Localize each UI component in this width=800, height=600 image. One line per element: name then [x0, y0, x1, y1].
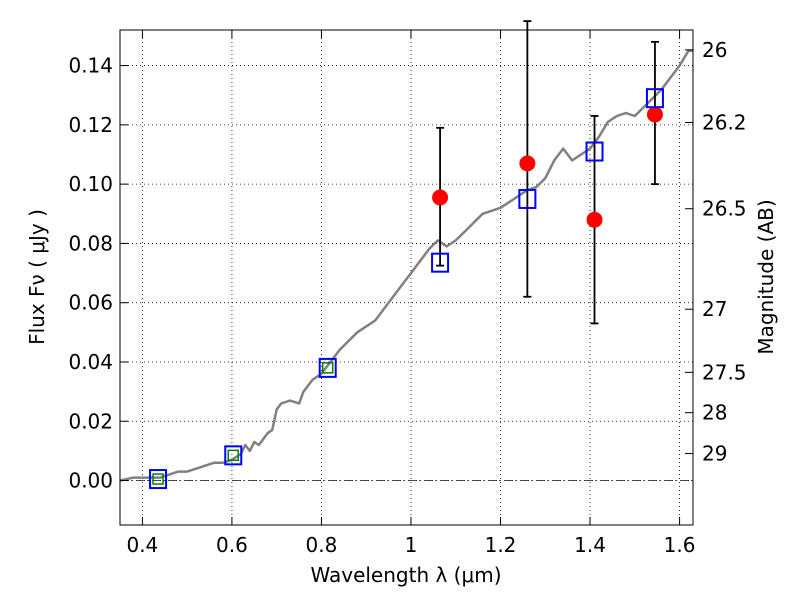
observed-flux-point	[586, 211, 603, 228]
model-photometry-square	[224, 445, 243, 466]
optical-photometry-square	[152, 473, 164, 485]
x-tick-label: 1.4	[574, 533, 606, 557]
y2-tick-label: 26.5	[702, 197, 747, 221]
optical-photometry-square	[321, 362, 334, 374]
model-photometry-square	[585, 141, 604, 162]
observed-flux-point	[646, 106, 663, 123]
model-photometry-square	[645, 88, 664, 109]
y-tick-label: 0.12	[68, 113, 113, 137]
optical-photometry-square	[227, 449, 240, 462]
plot-frame	[119, 29, 694, 526]
y2-axis-label: Magnitude (AB)	[754, 199, 778, 354]
y2-tick-label: 28	[702, 401, 727, 425]
x-tick-label: 0.4	[126, 533, 158, 557]
y-tick-label: 0.04	[68, 350, 113, 374]
grid	[120, 30, 693, 525]
model-photometry-square	[318, 357, 337, 378]
x-tick-label: 1.6	[664, 533, 696, 557]
x-axis-label: Wavelength λ (μm)	[310, 563, 501, 587]
series	[119, 20, 693, 490]
y-tick-label: 0.02	[68, 409, 113, 433]
y-tick-label: 0.14	[68, 54, 113, 78]
y2-tick-label: 27	[702, 297, 727, 321]
y2-tick-label: 27.5	[702, 360, 747, 384]
x-tick-label: 1	[405, 533, 418, 557]
observed-flux-point	[432, 189, 449, 206]
y2-tick-label: 26.2	[702, 110, 747, 134]
model-photometry-square	[149, 469, 168, 490]
model-sed-line	[119, 49, 693, 482]
x-tick-label: 1.2	[485, 533, 517, 557]
y-tick-label: 0.06	[68, 291, 113, 315]
model-photometry-square	[431, 252, 450, 273]
y-axis-label: Flux Fν ( μJy )	[25, 209, 49, 345]
x-tick-label: 0.6	[216, 533, 248, 557]
model-photometry-square	[518, 188, 537, 209]
y-tick-label: 0.10	[68, 172, 113, 196]
y2-tick-label: 26	[702, 38, 727, 62]
ticks: 0.4 0.6 0.8 1 1.2 1.4 1.6 0.00 0.02 0.04 0.06 0.08 0…	[68, 30, 747, 557]
y-tick-label: 0.08	[68, 231, 113, 255]
y2-tick-label: 29	[702, 442, 727, 466]
x-tick-label: 0.8	[306, 533, 338, 557]
y-tick-label: 0.00	[68, 469, 113, 493]
observed-flux-point	[519, 155, 536, 172]
